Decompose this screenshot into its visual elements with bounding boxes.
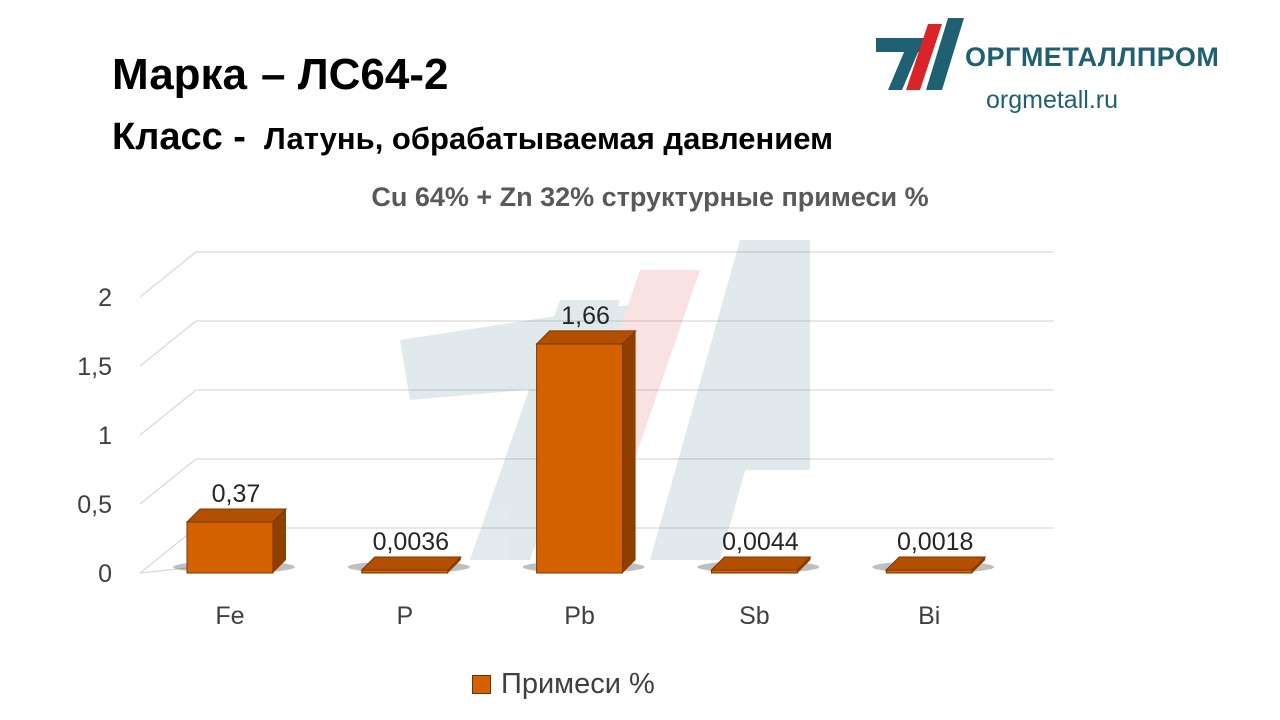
chart-legend: Примеси % <box>472 668 655 701</box>
bar-side-p <box>447 557 461 573</box>
y-tick-label: 0,5 <box>77 491 112 519</box>
bar-top-pb <box>535 330 637 345</box>
grade-value: – ЛС64-2 <box>261 50 449 99</box>
gridline <box>139 389 1054 436</box>
brand-name: ОРГМЕТАЛЛПРОМ <box>965 42 1220 72</box>
grade-label: Марка <box>112 50 248 99</box>
gridline <box>139 458 1054 505</box>
data-label-p: 0,0036 <box>373 528 449 556</box>
x-tick-label-pb: Pb <box>564 602 595 630</box>
bar-side-sb <box>797 557 811 573</box>
y-tick-label: 1 <box>98 422 112 450</box>
chart-title: Cu 64% + Zn 32% структурные примеси % <box>371 182 928 212</box>
gridline <box>139 251 1054 298</box>
y-tick-label: 2 <box>98 284 112 312</box>
bar-fe <box>186 521 274 574</box>
bar-top-bi <box>884 556 987 571</box>
bar-side-bi <box>972 557 986 573</box>
brand-logo-icon <box>876 18 964 90</box>
data-label-sb: 0,0044 <box>722 528 799 556</box>
legend-swatch <box>472 675 491 694</box>
class-heading: Класс - Латунь, обрабатываемая давлением <box>112 116 833 159</box>
x-tick-label-fe: Fe <box>215 602 244 630</box>
data-label-fe: 0,37 <box>212 480 261 508</box>
bar-top-fe <box>185 508 288 523</box>
y-tick-label: 1,5 <box>77 353 112 381</box>
bar-top-sb <box>710 556 812 571</box>
data-label-bi: 0,0018 <box>897 528 973 556</box>
x-tick-label-p: P <box>396 602 413 630</box>
class-value: Латунь, обрабатываемая давлением <box>263 121 834 156</box>
y-tick-label: 0 <box>98 560 112 588</box>
x-tick-label-sb: Sb <box>739 602 770 630</box>
brand-url[interactable]: orgmetall.ru <box>986 86 1118 114</box>
legend-label: Примеси % <box>501 668 655 700</box>
bar-side-pb <box>622 330 636 573</box>
bar-side-fe <box>273 508 286 573</box>
gridline <box>139 320 1054 367</box>
data-label-pb: 1,66 <box>561 302 610 330</box>
x-tick-label-bi: Bi <box>918 602 940 630</box>
bar-pb <box>536 343 624 574</box>
class-label: Класс - <box>112 116 246 158</box>
bar-top-p <box>360 556 463 571</box>
grade-heading: Марка – ЛС64-2 <box>112 50 448 100</box>
